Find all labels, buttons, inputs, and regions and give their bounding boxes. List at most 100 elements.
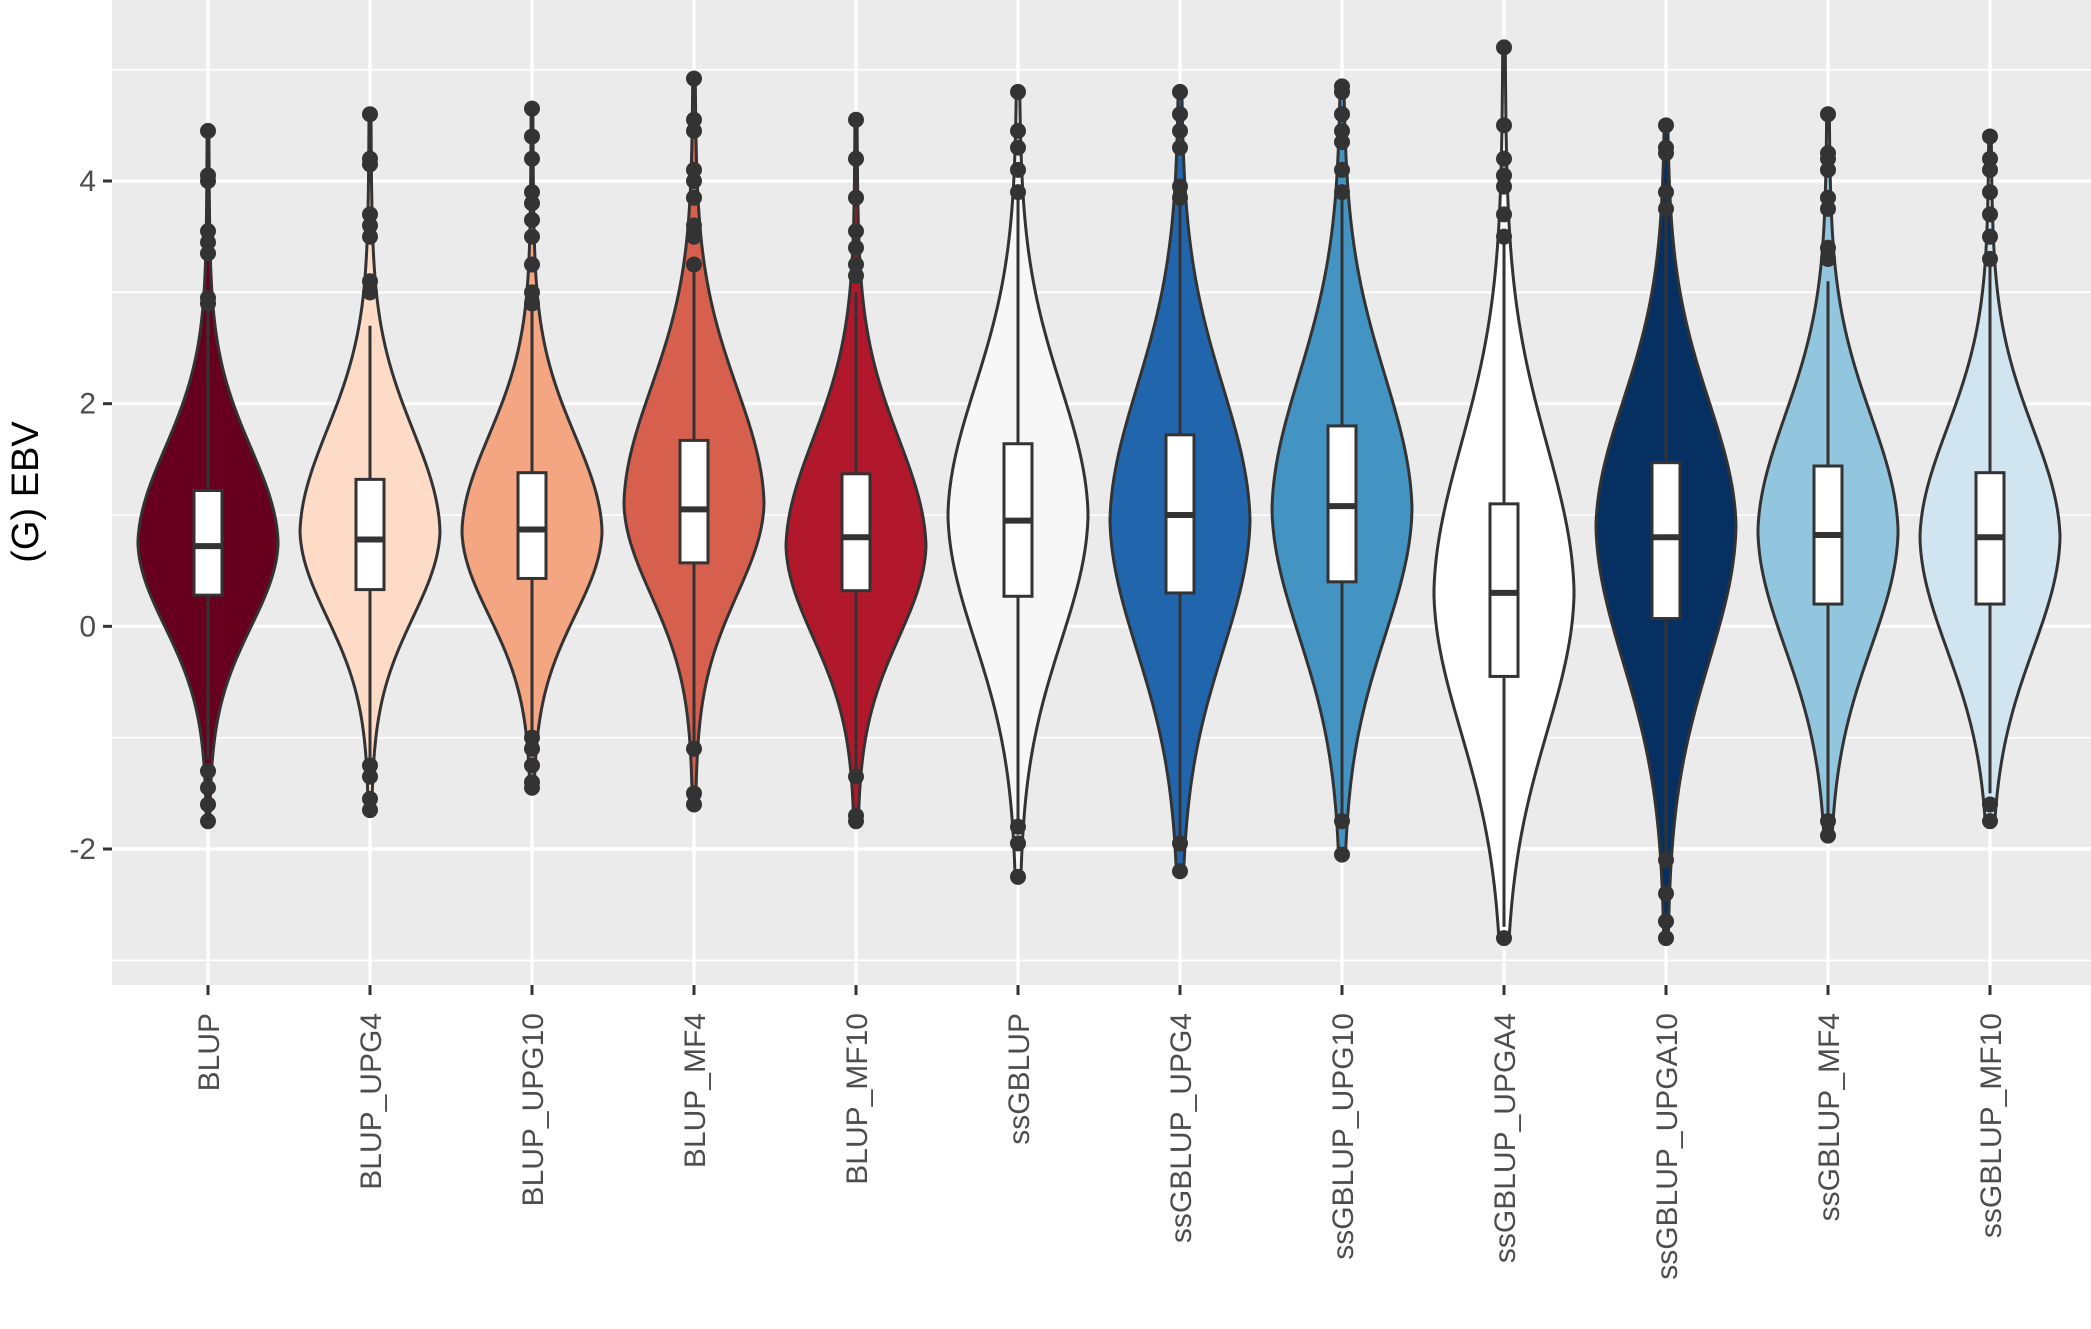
box [192, 489, 224, 597]
outlier-point [1496, 178, 1512, 195]
x-tick-label: BLUP_UPG10 [517, 1013, 550, 1206]
outlier-point [200, 813, 216, 830]
outlier-point [686, 217, 702, 234]
outlier-point [1658, 184, 1674, 201]
box [840, 472, 872, 593]
outlier-point [1010, 868, 1026, 885]
outlier-point [1496, 39, 1512, 56]
outlier-point [686, 785, 702, 802]
outlier-point [200, 167, 216, 184]
x-tick-label: ssGBLUP_UPGA10 [1651, 1013, 1684, 1280]
x-tick-label: ssGBLUP_UPG10 [1327, 1013, 1360, 1260]
outlier-point [200, 122, 216, 139]
outlier-point [362, 206, 378, 223]
outlier-point [848, 189, 864, 206]
outlier-point [524, 295, 540, 312]
outlier-point [686, 161, 702, 178]
x-tick-label: ssGBLUP [1003, 1013, 1036, 1145]
outlier-point [524, 740, 540, 757]
outlier-point [1820, 145, 1836, 162]
outlier-point [362, 273, 378, 290]
outlier-point [1820, 250, 1836, 267]
outlier-point [1010, 184, 1026, 201]
outlier-point [524, 195, 540, 212]
outlier-point [1010, 161, 1026, 178]
outlier-point [848, 768, 864, 785]
outlier-point [1172, 139, 1188, 156]
violins [136, 39, 2062, 947]
outlier-point [1496, 206, 1512, 223]
outlier-point [1334, 846, 1350, 863]
violin-group [460, 100, 604, 796]
outlier-point [524, 729, 540, 746]
outlier-point [524, 128, 540, 145]
outlier-point [1982, 206, 1998, 223]
outlier-point [1820, 161, 1836, 178]
outlier-point [1658, 885, 1674, 902]
outlier-point [200, 763, 216, 780]
outlier-point [362, 757, 378, 774]
outlier-point [524, 228, 540, 245]
outlier-point [686, 740, 702, 757]
outlier-point [1010, 139, 1026, 156]
outlier-point [848, 111, 864, 128]
outlier-point [1172, 178, 1188, 195]
outlier-point [524, 757, 540, 774]
outlier-point [1172, 863, 1188, 880]
x-tick-label: BLUP [193, 1013, 226, 1091]
box [1650, 461, 1682, 621]
outlier-point [848, 256, 864, 273]
outlier-point [524, 211, 540, 228]
violin-group [946, 83, 1090, 885]
outlier-point [362, 802, 378, 819]
outlier-point [1982, 796, 1998, 813]
outlier-point [1496, 228, 1512, 245]
outlier-point [686, 111, 702, 128]
outlier-point [1172, 189, 1188, 206]
outlier-point [1820, 106, 1836, 123]
outlier-point [362, 150, 378, 167]
outlier-point [1820, 239, 1836, 256]
outlier-point [1982, 250, 1998, 267]
outlier-point [1496, 930, 1512, 947]
outlier-point [200, 289, 216, 306]
outlier-point [200, 234, 216, 251]
outlier-point [1334, 78, 1350, 95]
outlier-point [1496, 167, 1512, 184]
x-tick-label: BLUP_MF10 [841, 1013, 874, 1185]
outlier-point [1820, 200, 1836, 217]
outlier-point [362, 228, 378, 245]
outlier-point [1334, 122, 1350, 139]
outlier-point [1496, 117, 1512, 134]
outlier-point [1982, 184, 1998, 201]
outlier-point [686, 256, 702, 273]
outlier-point [200, 245, 216, 262]
outlier-point [1334, 106, 1350, 123]
outlier-point [524, 150, 540, 167]
outlier-point [200, 796, 216, 813]
outlier-point [1334, 813, 1350, 830]
x-tick-label: BLUP_MF4 [679, 1013, 712, 1168]
outlier-point [200, 223, 216, 240]
y-tick-label: 4 [79, 165, 96, 198]
outlier-point [362, 106, 378, 123]
box [516, 471, 548, 580]
violin-group [1756, 106, 1900, 844]
violin-group [136, 122, 280, 830]
outlier-point [686, 173, 702, 189]
outlier-point [1820, 827, 1836, 844]
x-tick-label: ssGBLUP_MF10 [1975, 1013, 2008, 1238]
outlier-point [1820, 813, 1836, 830]
x-tick-label: ssGBLUP_UPG4 [1165, 1013, 1198, 1243]
y-axis-label: (G) EBV [5, 421, 47, 563]
outlier-point [1010, 818, 1026, 835]
outlier-point [524, 284, 540, 301]
violin-group [1270, 78, 1414, 863]
outlier-point [1982, 150, 1998, 167]
outlier-point [848, 807, 864, 824]
y-tick-label: 0 [79, 610, 96, 643]
outlier-point [686, 796, 702, 813]
outlier-point [1658, 852, 1674, 869]
outlier-point [1820, 189, 1836, 206]
